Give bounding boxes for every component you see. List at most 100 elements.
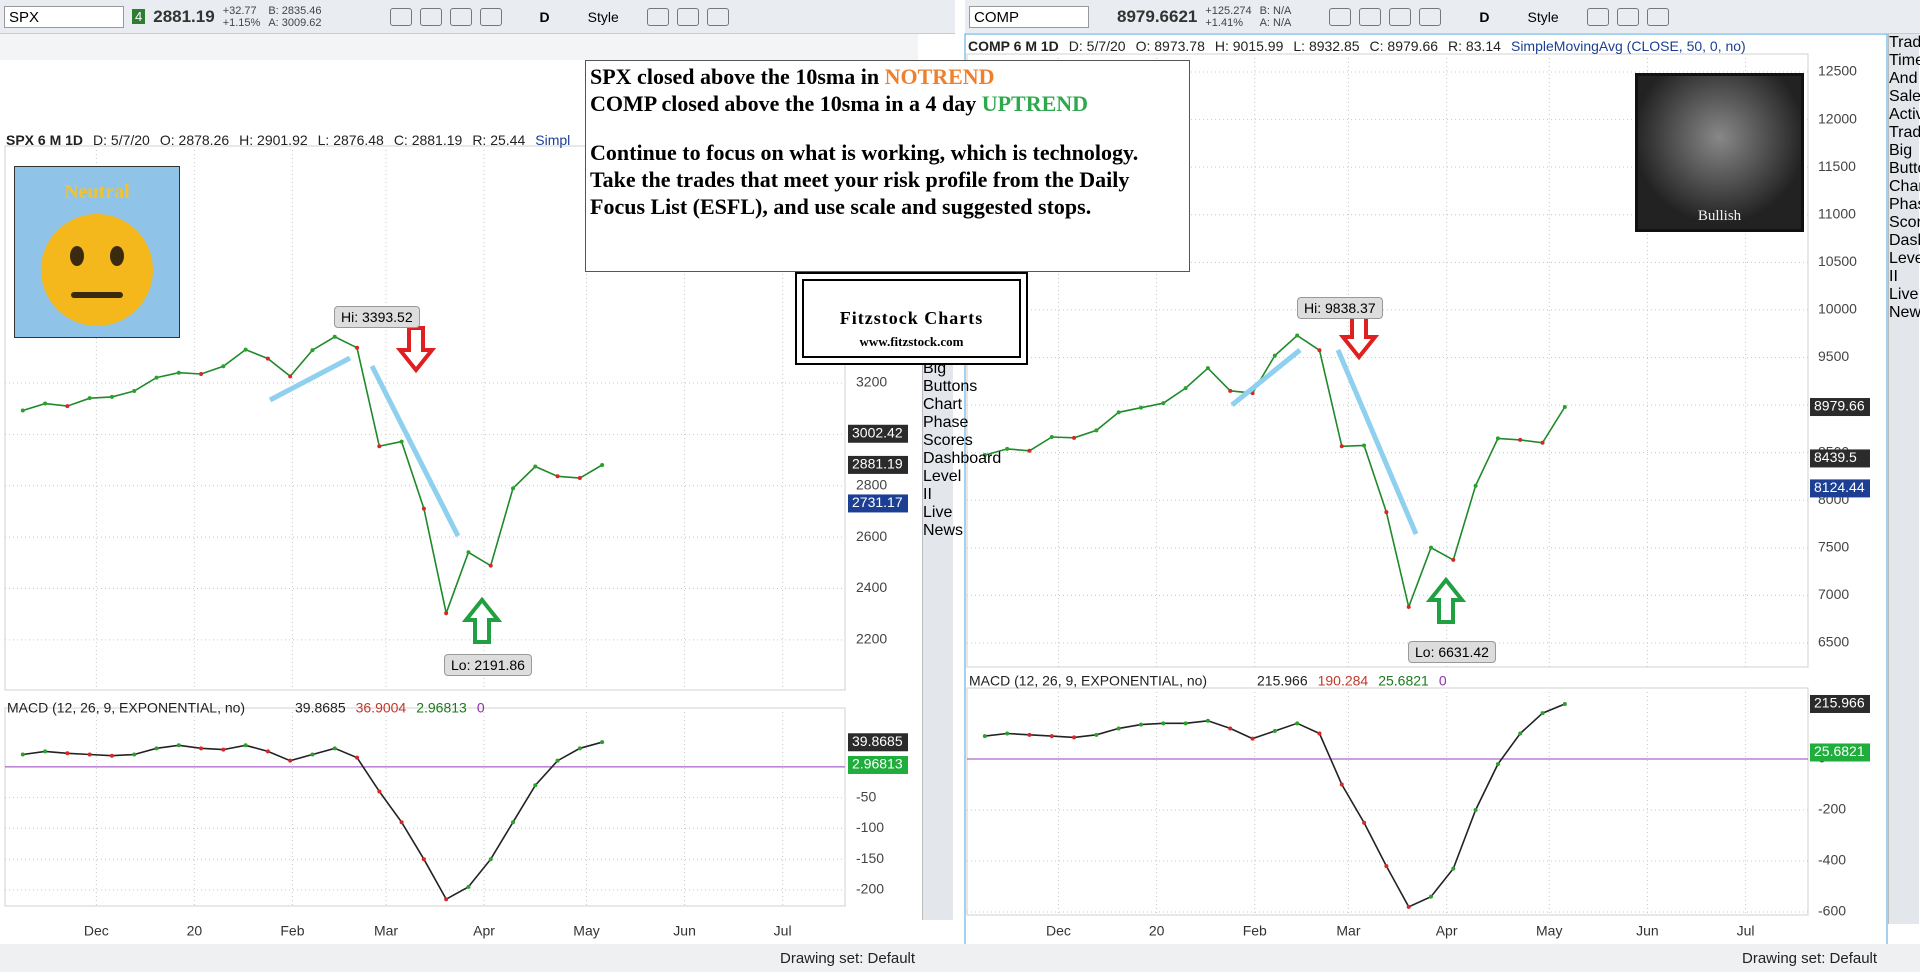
icon[interactable] — [1389, 7, 1412, 26]
side-tab: Trade — [1889, 34, 1920, 51]
data-point — [65, 404, 70, 409]
icon[interactable] — [419, 7, 442, 26]
data-point — [1473, 807, 1478, 812]
data-point — [221, 364, 226, 369]
last-value-label: 8124.44 — [1814, 479, 1865, 495]
study-label: Simpl — [535, 132, 571, 148]
note-text: COMP closed above the 10sma in a 4 day — [590, 91, 982, 116]
data-point — [1339, 444, 1344, 449]
data-point — [132, 388, 137, 393]
data-point — [332, 746, 337, 751]
data-point — [555, 474, 560, 479]
data-point — [1094, 732, 1099, 737]
sentiment-label: Neutral — [64, 181, 130, 203]
data-point — [577, 746, 582, 751]
data-point — [1205, 718, 1210, 723]
icon[interactable] — [479, 7, 502, 26]
note-body: Continue to focus on what is working, wh… — [590, 140, 1139, 219]
icon[interactable] — [1419, 7, 1442, 26]
y-tick-label: 2800 — [856, 476, 887, 492]
y-tick-label: -150 — [856, 850, 884, 866]
data-point — [1384, 864, 1389, 869]
study-value: 2.96813 — [416, 700, 467, 716]
note-line: SPX closed above the 10sma in NOTREND — [590, 63, 1185, 90]
data-point — [65, 751, 70, 756]
study-value: 215.966 — [1257, 673, 1308, 689]
y-tick-label: 12500 — [1818, 63, 1857, 79]
logo-name: Fitzstock Charts — [839, 308, 984, 328]
icon[interactable] — [1359, 7, 1382, 26]
y-tick-label: 11500 — [1818, 158, 1856, 174]
style-menu[interactable]: Style — [1527, 8, 1559, 25]
icon[interactable] — [389, 7, 412, 26]
trend-line — [1230, 348, 1302, 407]
side-tab: Big Buttons — [923, 360, 978, 395]
data-point — [1228, 726, 1233, 731]
data-point — [243, 347, 248, 352]
sentiment-label: Bullish — [1697, 208, 1742, 224]
trend-label: NOTREND — [884, 64, 995, 89]
y-tick-label: 10000 — [1818, 301, 1857, 317]
last-value-box — [1810, 694, 1870, 713]
data-point — [1295, 333, 1300, 338]
trend-label: UPTREND — [981, 91, 1089, 116]
data-point — [488, 857, 493, 862]
icon[interactable] — [676, 7, 699, 26]
side-tab: Times And Sales — [1889, 52, 1920, 105]
right-tab-strip: TradeTimes And SalesActive TraderBig But… — [1888, 34, 1920, 924]
last-value-box — [848, 455, 908, 474]
icon[interactable] — [646, 7, 669, 26]
y-tick-label: 2200 — [856, 631, 887, 647]
x-tick-label: Dec — [1046, 923, 1071, 939]
symbol-box[interactable]: COMP — [969, 5, 1089, 28]
y-tick-label: 3200 — [856, 374, 887, 390]
data-point — [265, 356, 270, 361]
icon[interactable] — [1586, 7, 1609, 26]
period[interactable]: D — [539, 8, 550, 25]
data-point — [1183, 721, 1188, 726]
data-point — [1049, 734, 1054, 739]
last-value-label: 25.6821 — [1814, 743, 1865, 759]
stat: D: 5/7/20 — [1068, 38, 1126, 54]
period[interactable]: D — [1479, 8, 1490, 25]
ask: A: 3009.62 — [268, 16, 322, 29]
stat: O: 2878.26 — [159, 132, 230, 148]
data-point — [176, 743, 181, 748]
x-tick-label: Feb — [280, 923, 304, 939]
side-tab: Phase Scores — [1889, 196, 1920, 231]
stat: O: 8973.78 — [1135, 38, 1205, 54]
change: +32.77 +1.15% — [223, 5, 261, 29]
last-value-label: 8439.5 — [1814, 449, 1857, 465]
x-tick-label: Dec — [84, 923, 109, 939]
data-point — [1384, 510, 1389, 515]
side-tab: Chart — [923, 396, 963, 413]
y-tick-label: 2600 — [856, 528, 887, 544]
style-menu[interactable]: Style — [587, 8, 619, 25]
high-label: Hi: 3393.52 — [334, 306, 420, 328]
data-point — [555, 758, 560, 763]
data-point — [1451, 557, 1456, 562]
icon[interactable] — [1616, 7, 1639, 26]
bid-ask: B: 2835.46 A: 3009.62 — [268, 5, 321, 29]
data-point — [1518, 437, 1523, 442]
data-point — [1116, 410, 1121, 415]
icon[interactable] — [1329, 7, 1352, 26]
data-point — [243, 743, 248, 748]
icon[interactable] — [1646, 7, 1669, 26]
data-point — [600, 740, 605, 745]
y-tick-label: 2400 — [856, 579, 887, 595]
right-stats: COMP 6 M 1D D: 5/7/20 O: 8973.78 H: 9015.99… — [968, 35, 1808, 57]
trend-line — [1335, 349, 1419, 535]
data-point — [199, 372, 204, 377]
data-point — [399, 439, 404, 444]
change-abs: +32.77 — [222, 4, 257, 17]
icon[interactable] — [449, 7, 472, 26]
last-value-label: 2.96813 — [852, 756, 903, 772]
logo-url: www.fitzstock.com — [859, 334, 964, 349]
data-point — [1272, 728, 1277, 733]
symbol-box[interactable]: SPX — [4, 5, 124, 28]
data-point — [1429, 545, 1433, 550]
data-point — [444, 611, 449, 616]
last-price: 2881.19 — [153, 6, 215, 26]
icon[interactable] — [706, 7, 729, 26]
